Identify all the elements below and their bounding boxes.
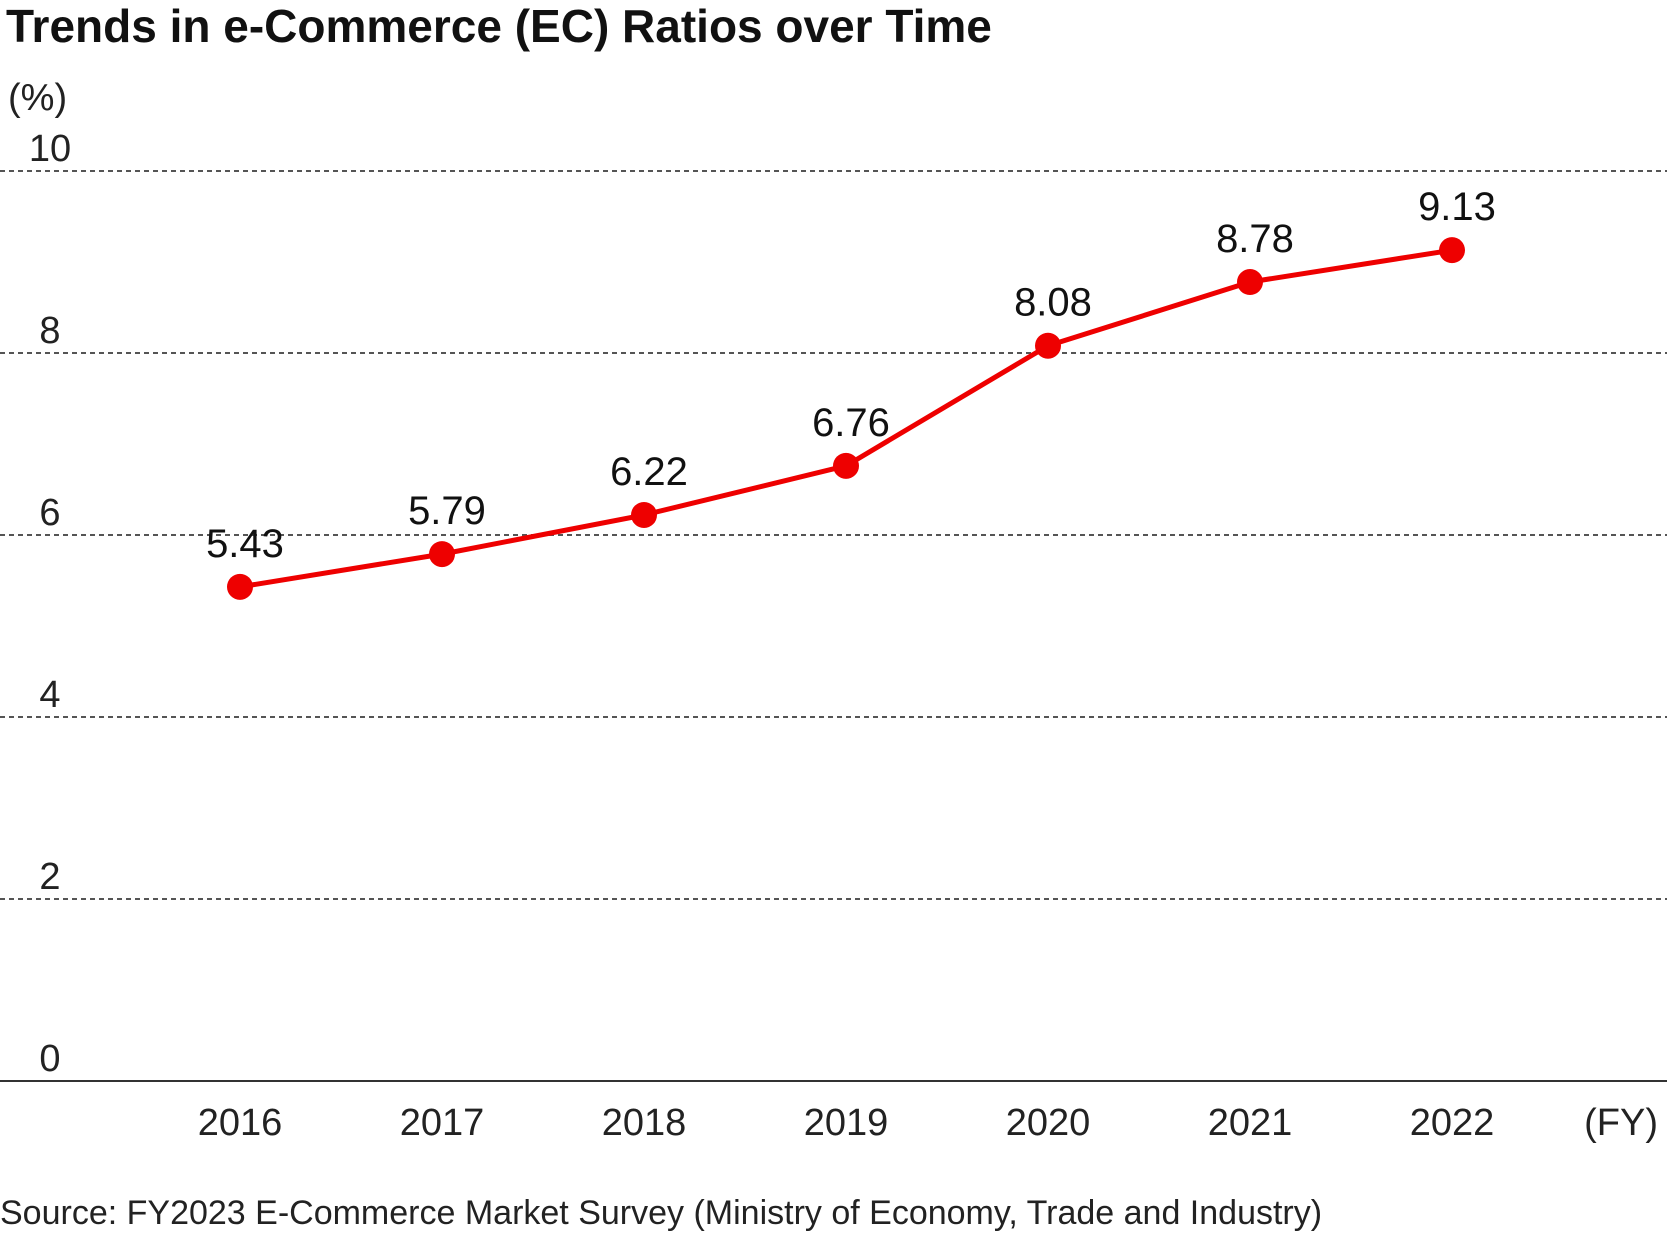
y-axis-unit-label: (%) xyxy=(8,77,67,119)
data-point xyxy=(429,541,455,568)
data-label: 8.08 xyxy=(1014,281,1092,325)
x-tick-label: 2018 xyxy=(602,1102,687,1144)
y-tick-labels: 0 2 4 6 8 10 xyxy=(29,128,71,1080)
y-tick-label: 8 xyxy=(39,310,60,352)
data-label: 8.78 xyxy=(1216,217,1294,261)
data-label: 5.79 xyxy=(408,489,486,533)
series-ec-ratio: 5.43 5.79 6.22 6.76 8.08 8.78 9.13 xyxy=(206,185,1496,600)
y-tick-label: 4 xyxy=(39,674,60,716)
y-tick-label: 10 xyxy=(29,128,71,170)
x-tick-label: 2016 xyxy=(198,1102,283,1144)
chart-title: Trends in e-Commerce (EC) Ratios over Ti… xyxy=(6,0,992,52)
y-tick-label: 2 xyxy=(39,856,60,898)
x-tick-labels: 2016 2017 2018 2019 2020 2021 2022 xyxy=(198,1102,1495,1144)
data-label: 6.76 xyxy=(812,401,890,445)
source-note: Source: FY2023 E-Commerce Market Survey … xyxy=(0,1194,1322,1232)
data-point xyxy=(833,452,859,479)
data-label: 9.13 xyxy=(1418,185,1496,229)
data-label: 6.22 xyxy=(610,450,688,494)
x-tick-label: 2022 xyxy=(1410,1102,1495,1144)
x-tick-label: 2017 xyxy=(400,1102,485,1144)
x-tick-label: 2020 xyxy=(1006,1102,1091,1144)
x-tick-label: 2021 xyxy=(1208,1102,1293,1144)
x-axis-unit-label: (FY) xyxy=(1584,1102,1658,1144)
data-point xyxy=(227,573,253,600)
data-label: 5.43 xyxy=(206,522,284,566)
gridlines xyxy=(0,170,1667,1082)
data-point xyxy=(631,501,657,528)
y-tick-label: 6 xyxy=(39,492,60,534)
data-point xyxy=(1237,269,1263,296)
y-tick-label: 0 xyxy=(39,1038,60,1080)
data-point xyxy=(1035,332,1061,359)
data-point xyxy=(1439,237,1465,264)
x-tick-label: 2019 xyxy=(804,1102,889,1144)
